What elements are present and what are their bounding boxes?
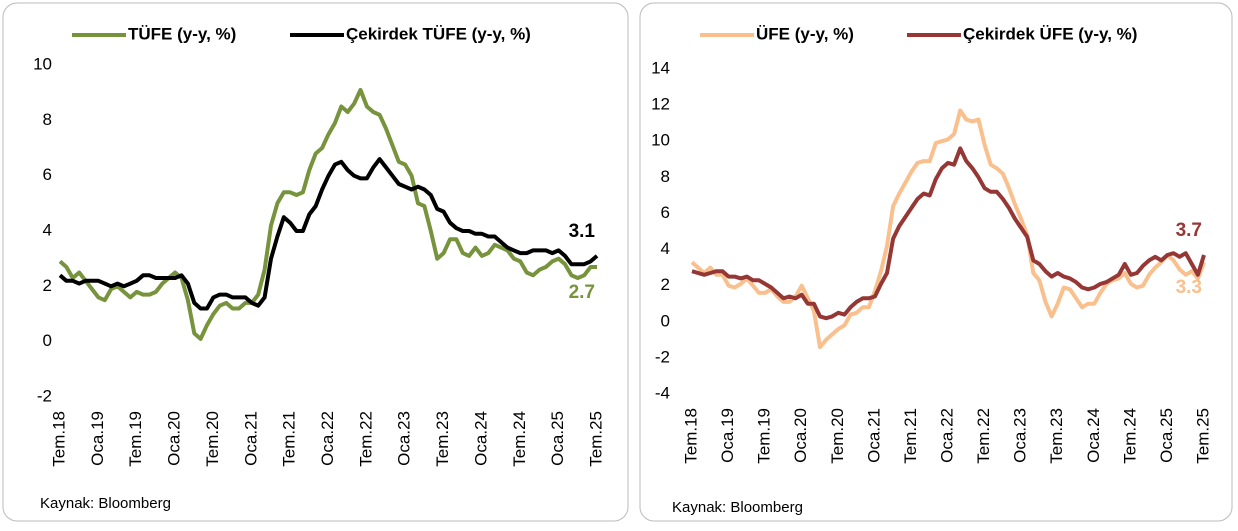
- y-tick-label: 8: [661, 167, 670, 186]
- end-label: 3.1: [569, 221, 596, 242]
- end-label: 3.7: [1176, 220, 1202, 241]
- series-line: [58, 157, 599, 311]
- legend-label: Çekirdek TÜFE (y-y, %): [346, 24, 531, 43]
- series-line: [690, 108, 1206, 350]
- source-note: Kaynak: Bloomberg: [40, 495, 171, 512]
- y-tick-label: 8: [43, 110, 52, 129]
- x-tick-label: Tem.20: [203, 411, 222, 467]
- x-tick-label: Tem.21: [280, 411, 299, 467]
- x-tick-label: Oca.20: [165, 411, 184, 466]
- x-tick-label: Oca.19: [88, 411, 107, 466]
- x-tick-label: Tem.22: [356, 411, 375, 467]
- x-tick-label: Tem.25: [1193, 408, 1212, 464]
- series-line: [58, 87, 597, 341]
- x-tick-label: Tem.18: [49, 411, 68, 467]
- x-tick-label: Tem.25: [586, 411, 605, 467]
- legend-label: Çekirdek ÜFE (y-y, %): [963, 24, 1137, 43]
- y-tick-label: 10: [33, 54, 52, 73]
- x-tick-label: Oca.21: [864, 408, 883, 463]
- x-tick-label: Oca.25: [548, 411, 567, 466]
- x-tick-label: Oca.21: [241, 411, 260, 466]
- x-tick-label: Tem.19: [126, 411, 145, 467]
- y-tick-label: -4: [655, 383, 670, 402]
- x-tick-label: Oca.20: [791, 408, 810, 463]
- y-tick-label: 2: [43, 276, 52, 295]
- y-tick-label: 0: [661, 311, 670, 330]
- y-tick-label: 6: [661, 203, 670, 222]
- y-tick-label: 4: [661, 239, 670, 258]
- panel: [639, 2, 1233, 522]
- x-tick-label: Tem.18: [681, 408, 700, 464]
- x-tick-label: Oca.24: [471, 411, 490, 466]
- x-tick-label: Oca.19: [718, 408, 737, 463]
- legend-label: ÜFE (y-y, %): [756, 24, 854, 43]
- y-tick-label: 6: [43, 165, 52, 184]
- x-tick-label: Tem.22: [974, 408, 993, 464]
- y-tick-label: 0: [43, 331, 52, 350]
- end-label: 2.7: [569, 282, 595, 303]
- y-tick-label: 2: [661, 275, 670, 294]
- x-tick-label: Oca.25: [1157, 408, 1176, 463]
- x-tick-label: Oca.22: [318, 411, 337, 466]
- y-tick-label: 14: [651, 58, 670, 77]
- x-tick-label: Oca.22: [937, 408, 956, 463]
- x-tick-label: Tem.24: [1120, 408, 1139, 464]
- y-tick-label: -2: [655, 347, 670, 366]
- y-tick-label: 12: [651, 95, 670, 114]
- panel: [2, 2, 629, 522]
- x-tick-label: Tem.21: [901, 408, 920, 464]
- source-note: Kaynak: Bloomberg: [672, 499, 803, 516]
- series-line: [691, 146, 1206, 321]
- y-tick-label: 4: [43, 220, 52, 239]
- x-tick-label: Oca.23: [1011, 408, 1030, 463]
- x-tick-label: Oca.23: [395, 411, 414, 466]
- x-tick-label: Tem.24: [510, 411, 529, 467]
- x-tick-label: Tem.23: [1047, 408, 1066, 464]
- end-label: 3.3: [1176, 277, 1202, 298]
- y-tick-label: 10: [651, 131, 670, 150]
- x-tick-label: Oca.24: [1084, 408, 1103, 463]
- legend-label: TÜFE (y-y, %): [128, 24, 236, 43]
- x-tick-label: Tem.23: [433, 411, 452, 467]
- x-tick-label: Tem.20: [828, 408, 847, 464]
- y-tick-label: -2: [37, 386, 52, 405]
- x-tick-label: Tem.19: [755, 408, 774, 464]
